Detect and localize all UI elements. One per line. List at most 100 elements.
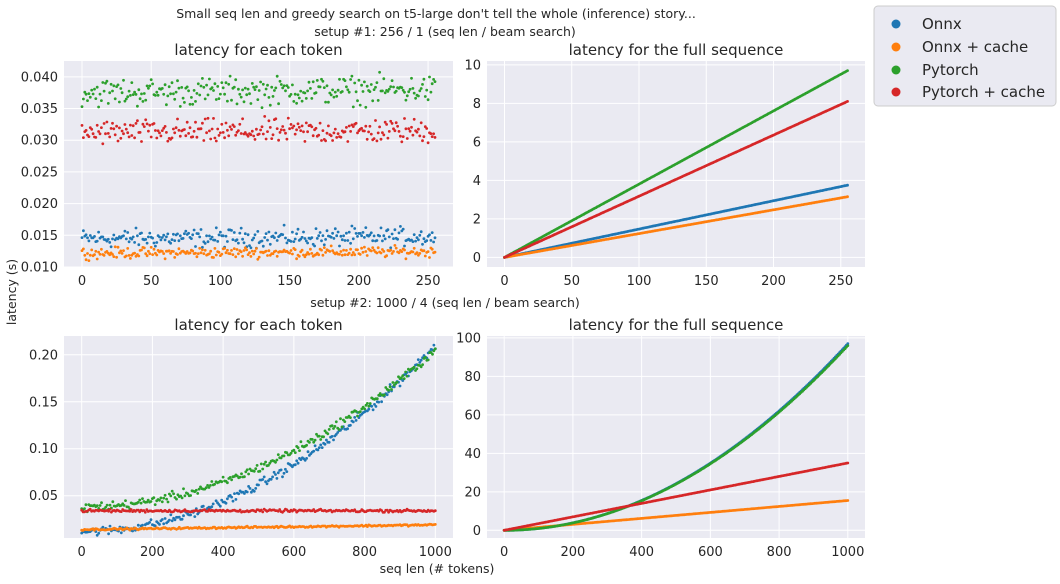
data-point [311,80,315,84]
data-point [417,94,420,98]
data-point [239,132,243,135]
plot-area [64,336,453,538]
data-point [212,256,215,259]
data-point [166,500,170,504]
data-point [340,90,344,93]
data-point [365,254,369,257]
data-point [296,227,300,231]
data-point [312,449,316,453]
data-point [94,136,98,139]
data-point [213,482,217,486]
data-point [345,249,348,252]
data-point [428,233,431,237]
data-point [266,130,269,134]
data-point [148,252,152,256]
data-point [187,89,191,93]
data-point [374,119,377,122]
data-point [429,90,433,94]
data-point [293,463,297,467]
data-point [295,101,298,105]
data-point [194,120,197,124]
data-point [289,93,293,96]
data-point [124,127,128,131]
data-point [343,79,347,82]
data-point [144,98,148,102]
data-point [209,137,213,141]
data-point [138,498,142,502]
data-point [82,229,85,233]
data-point [846,344,850,347]
data-point [364,124,368,128]
data-point [303,255,307,259]
data-point [206,116,210,120]
series-pytorch-cache [80,115,437,146]
data-point [332,131,336,135]
y-tick-label: 0.040 [21,70,58,85]
data-point [95,123,99,127]
legend: Onnx Onnx + cache Pytorch Pytorch + cach… [873,5,1057,107]
data-point [374,405,378,408]
data-point [403,117,406,120]
data-point [392,250,395,253]
data-point [124,254,128,258]
data-point [228,252,232,256]
data-point [339,234,343,238]
data-point [415,236,419,240]
data-point [220,122,224,126]
data-point [360,234,363,238]
series-onnx-cache [503,195,849,259]
data-point [423,254,427,258]
x-tick-label: 600 [698,545,723,560]
data-point [264,137,268,141]
legend-marker-onnx [891,19,901,29]
data-point [249,102,253,105]
data-point [155,90,159,94]
data-point [263,93,267,97]
data-point [241,88,245,92]
data-point [282,128,286,132]
data-point [173,518,177,522]
data-point [414,239,417,243]
data-point [230,495,234,499]
data-point [243,492,246,495]
data-point [235,102,239,106]
data-point [234,498,238,501]
data-point [394,121,398,125]
x-tick-label: 1000 [419,545,452,560]
data-point [418,252,422,255]
data-point [165,131,168,134]
data-point [274,86,278,90]
data-point [422,249,426,253]
data-point [306,89,309,93]
data-point [275,74,279,78]
data-point [201,248,204,252]
data-point [310,438,314,441]
data-point [240,472,243,476]
data-point [432,132,435,136]
data-point [266,83,269,87]
data-point [306,450,310,454]
data-point [199,84,203,88]
data-point [111,500,115,504]
data-point [169,92,173,96]
data-point [224,121,228,125]
data-point [195,92,199,95]
data-point [250,490,253,494]
data-point [84,92,88,96]
series-pytorch-cache [502,461,850,532]
y-tick-label: 0 [473,251,481,266]
data-point [363,407,366,411]
data-point [153,524,157,528]
data-point [145,84,149,88]
chart-title: latency for the full sequence [569,316,784,334]
data-point [216,85,220,88]
data-point [331,249,334,253]
data-point [95,239,99,243]
data-point [169,494,173,498]
data-point [126,247,130,250]
x-tick-label: 50 [143,274,160,289]
data-point [91,132,95,136]
data-point [267,230,271,234]
data-point [339,250,343,253]
y-tick-label: 10 [464,58,481,73]
